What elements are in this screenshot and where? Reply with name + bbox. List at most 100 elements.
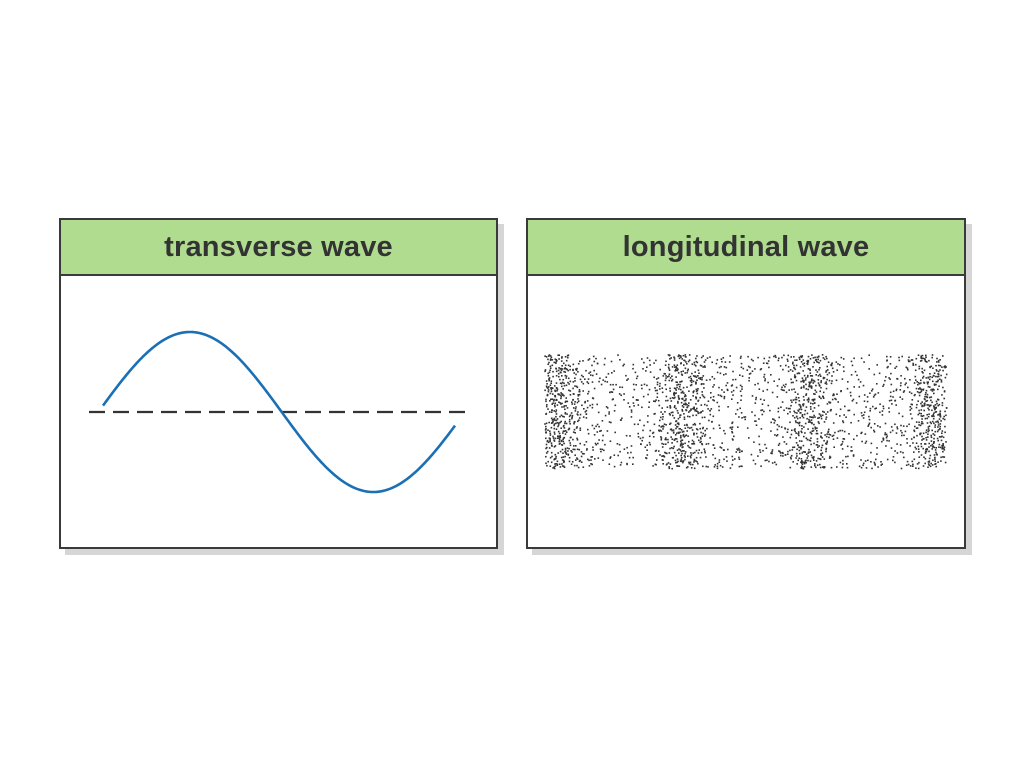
particle-dot — [639, 419, 641, 422]
particle-dot — [550, 387, 553, 389]
particle-dot — [922, 389, 924, 391]
particle-dot — [674, 459, 677, 462]
particle-dot — [684, 399, 687, 402]
particle-dot — [671, 380, 673, 382]
particle-dot — [869, 407, 872, 410]
particle-dot — [770, 452, 772, 454]
particle-dot — [814, 393, 816, 395]
particle-dot — [578, 389, 581, 391]
particle-dot — [922, 422, 924, 425]
particle-dot — [888, 407, 890, 409]
particle-dot — [580, 374, 583, 377]
particle-dot — [691, 379, 693, 382]
particle-dot — [662, 375, 665, 377]
particle-dot — [921, 405, 923, 408]
particle-dot — [659, 388, 661, 390]
particle-dot — [690, 408, 692, 410]
particle-dot — [915, 421, 918, 423]
particle-dot — [685, 395, 687, 397]
particle-dot — [797, 397, 800, 399]
particle-dot — [740, 395, 743, 397]
particle-dot — [669, 358, 671, 360]
particle-dot — [815, 360, 818, 363]
particle-dot — [662, 416, 664, 418]
particle-dot — [869, 392, 871, 394]
particle-dot — [945, 366, 947, 368]
particle-dot — [762, 362, 765, 364]
particle-dot — [558, 438, 561, 441]
particle-dot — [944, 410, 946, 413]
particle-dot — [764, 379, 766, 382]
particle-dot — [591, 364, 593, 367]
particle-dot — [807, 428, 809, 430]
particle-dot — [861, 414, 863, 417]
particle-dot — [832, 394, 834, 397]
particle-dot — [570, 463, 573, 465]
particle-dot — [555, 361, 557, 364]
particle-dot — [775, 463, 778, 466]
particle-dot — [674, 387, 677, 390]
particle-dot — [688, 415, 691, 418]
particle-dot — [639, 437, 642, 440]
particle-dot — [932, 367, 934, 369]
particle-dot — [572, 431, 575, 433]
particle-dot — [941, 404, 944, 407]
particle-dot — [812, 398, 815, 401]
particle-dot — [782, 384, 785, 387]
particle-dot — [566, 368, 568, 371]
particle-dot — [723, 397, 726, 400]
particle-dot — [560, 371, 562, 374]
particle-dot — [921, 357, 923, 359]
particle-dot — [895, 404, 897, 406]
particle-dot — [927, 381, 929, 383]
particle-dot — [575, 445, 577, 447]
particle-dot — [553, 410, 555, 412]
particle-dot — [565, 405, 567, 407]
particle-dot — [895, 389, 898, 392]
particle-dot — [790, 381, 793, 384]
particle-dot — [802, 451, 805, 453]
particle-dot — [692, 380, 695, 383]
particle-dot — [847, 455, 849, 458]
particle-dot — [759, 449, 761, 451]
particle-dot — [661, 442, 663, 445]
particle-dot — [891, 429, 894, 432]
particle-dot — [545, 443, 548, 446]
particle-dot — [599, 448, 602, 450]
particle-dot — [938, 403, 941, 406]
particle-dot — [620, 461, 623, 464]
particle-dot — [863, 400, 866, 402]
particle-dot — [915, 363, 917, 366]
particle-dot — [600, 383, 603, 386]
particle-dot — [588, 459, 590, 462]
particle-dot — [818, 413, 821, 415]
particle-dot — [888, 411, 891, 413]
particle-dot — [678, 357, 681, 360]
particle-dot — [680, 454, 682, 457]
particle-dot — [764, 443, 766, 446]
particle-dot — [615, 383, 617, 386]
particle-dot — [891, 403, 893, 405]
particle-dot — [729, 427, 732, 429]
particle-dot — [814, 389, 817, 392]
particle-dot — [773, 380, 775, 382]
particle-dot — [829, 456, 832, 459]
particle-dot — [687, 435, 689, 437]
particle-dot — [591, 463, 593, 466]
particle-dot — [825, 413, 827, 415]
particle-dot — [592, 374, 594, 377]
particle-dot — [716, 465, 719, 468]
particle-dot — [790, 378, 792, 381]
particle-dot — [874, 464, 876, 466]
particle-dot — [700, 404, 703, 406]
particle-dot — [567, 453, 570, 456]
particle-dot — [831, 398, 834, 401]
particle-dot — [853, 386, 855, 388]
particle-dot — [699, 378, 702, 380]
particle-dot — [659, 429, 661, 432]
particle-dot — [690, 426, 693, 429]
particle-dot — [642, 436, 644, 439]
particle-dot — [701, 376, 703, 379]
particle-dot — [665, 395, 668, 398]
particle-dot — [813, 459, 815, 461]
